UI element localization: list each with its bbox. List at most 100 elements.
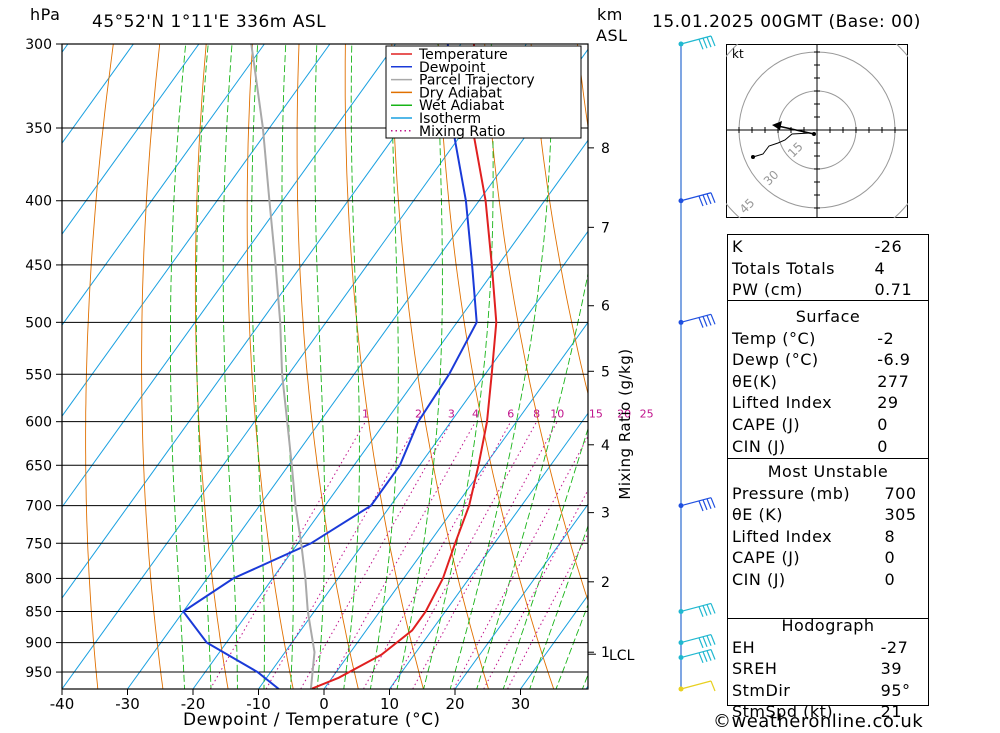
km-tick-label: 8 bbox=[601, 141, 610, 157]
pressure-tick-label: 650 bbox=[25, 458, 52, 474]
wet-adiabat-line bbox=[555, 603, 588, 689]
pressure-tick-label: 950 bbox=[25, 665, 52, 681]
km-tick-label: 2 bbox=[601, 575, 610, 591]
isotherm-line bbox=[652, 44, 721, 689]
isotherm-line bbox=[717, 44, 720, 689]
copyright-link[interactable]: ©weatheronline.co.uk bbox=[713, 711, 924, 732]
lcl-label: LCL bbox=[609, 648, 635, 664]
wind-barb-shaft bbox=[680, 634, 712, 644]
isotherm-line bbox=[454, 503, 588, 689]
isotherm-line bbox=[127, 48, 588, 689]
wind-barb-shaft bbox=[680, 35, 712, 45]
surface-title: Surface bbox=[795, 307, 861, 326]
wind-barb-shaft bbox=[680, 648, 712, 659]
wet-adiabat-line bbox=[449, 44, 553, 689]
eh-row: EH -27 bbox=[732, 637, 909, 657]
wind-barb-flag bbox=[702, 605, 708, 616]
hodograph-params-box: Hodograph EH -27 SREH 39 StmDir 95° StmSpd … bbox=[727, 616, 929, 721]
km-tick-label: 3 bbox=[601, 506, 610, 522]
mixing-ratio-line bbox=[325, 421, 476, 689]
isotherm-line bbox=[258, 230, 588, 689]
dry-adiabat-line bbox=[85, 44, 114, 689]
pressure-tick-label: 900 bbox=[25, 636, 52, 652]
wind-barb bbox=[680, 648, 716, 664]
mixing-ratio-label: 15 bbox=[589, 408, 603, 421]
wind-barb-flag bbox=[698, 652, 704, 664]
k-index-row: K -26 bbox=[732, 237, 903, 256]
legend-entry: Mixing Ratio bbox=[419, 124, 505, 140]
wind-barb bbox=[680, 680, 716, 692]
dry-adiabat-line bbox=[577, 44, 588, 130]
mixing-ratio-axis-title: Mixing Ratio (g/kg) bbox=[616, 348, 634, 500]
legend-entry: Isotherm bbox=[419, 111, 481, 127]
legend-entry: Wet Adiabat bbox=[419, 98, 505, 114]
wind-barb-flag bbox=[710, 603, 716, 614]
wind-barb-flag bbox=[698, 606, 704, 617]
isotherm-line bbox=[0, 44, 2, 689]
pressure-tick-label: 300 bbox=[25, 37, 52, 53]
wet-adiabat-line bbox=[281, 44, 294, 689]
wind-barb-flag bbox=[706, 635, 712, 646]
pressure-tick-label: 700 bbox=[25, 499, 52, 515]
temp-tick-label: 0 bbox=[319, 695, 329, 713]
legend-entry: Dewpoint bbox=[419, 60, 486, 76]
wet-adiabat-line bbox=[343, 44, 360, 689]
dry-adiabat-line bbox=[717, 44, 720, 689]
km-tick-label: 5 bbox=[601, 364, 610, 380]
mixing-ratio-label: 3 bbox=[448, 408, 455, 421]
dry-adiabat-line bbox=[530, 44, 588, 396]
temp-tick-label: 20 bbox=[445, 695, 464, 713]
pw-row: PW (cm) 0.71 bbox=[732, 280, 913, 300]
sreh-row: SREH 39 bbox=[732, 659, 902, 679]
wet-adiabat-line bbox=[314, 44, 326, 689]
isotherm-line bbox=[62, 44, 527, 689]
storm-motion-arrowhead bbox=[772, 121, 782, 130]
mu-cape-row: CAPE (J) 0 bbox=[732, 548, 896, 568]
wind-barb-flag bbox=[702, 194, 708, 206]
wind-barb-flag bbox=[698, 195, 704, 207]
mixing-ratio-line bbox=[453, 435, 588, 689]
isotherm-line bbox=[62, 44, 265, 326]
legend-entry: Parcel Trajectory bbox=[419, 73, 535, 89]
wind-barb bbox=[680, 35, 716, 50]
mixing-ratio-label: 25 bbox=[640, 408, 654, 421]
wind-barb-flag bbox=[702, 636, 708, 648]
indices-box: K -26 Totals Totals 4 PW (cm) 0.71 bbox=[727, 234, 929, 302]
legend-entry: Dry Adiabat bbox=[419, 85, 502, 101]
asl-label: ASL bbox=[596, 26, 628, 45]
hodograph-params-title: Hodograph bbox=[781, 616, 875, 635]
dry-adiabat-line bbox=[437, 44, 555, 689]
wind-barb-flag bbox=[698, 500, 704, 512]
wind-barb-flag bbox=[702, 499, 708, 511]
skewt-chart: 1 2 3 4 6 8 10 15 20 25 3003504004505005506006507… bbox=[0, 35, 721, 713]
wind-barb-flag bbox=[702, 316, 708, 327]
wet-adiabat-line bbox=[222, 44, 238, 689]
mixing-ratio-label: 8 bbox=[533, 408, 540, 421]
legend-box bbox=[385, 45, 582, 139]
mixing-ratio-line bbox=[483, 489, 588, 689]
isotherm-line bbox=[389, 412, 588, 689]
surface-temp-row: Temp (°C) -2 bbox=[732, 328, 895, 348]
dry-adiabat-line bbox=[141, 44, 164, 689]
mixing-ratio-line bbox=[390, 421, 538, 689]
most-unstable-title: Most Unstable bbox=[767, 462, 889, 481]
wet-adiabat-line bbox=[369, 44, 399, 689]
wind-barb-flag bbox=[698, 637, 704, 649]
surface-dewp-row: Dewp (°C) -6.9 bbox=[732, 350, 911, 370]
isotherm-line bbox=[192, 139, 588, 689]
surface-cin-row: CIN (J) 0 bbox=[732, 436, 888, 456]
temp-tick-label: -40 bbox=[50, 695, 75, 713]
mixing-ratio-line bbox=[209, 421, 366, 689]
location-label: 45°52'N 1°11'E 336m ASL bbox=[92, 12, 327, 32]
mixing-ratio-label: 1 bbox=[362, 408, 369, 421]
mixing-ratio-label: 6 bbox=[507, 408, 514, 421]
datetime-label: 15.01.2025 00GMT (Base: 00) bbox=[652, 12, 921, 32]
dry-adiabat-line bbox=[344, 44, 424, 689]
surface-li-row: Lifted Index 29 bbox=[732, 393, 899, 413]
isotherm-line bbox=[323, 321, 588, 689]
pressure-unit-label: hPa bbox=[30, 5, 61, 24]
km-tick-label: 4 bbox=[601, 438, 610, 454]
hodo-start-dot bbox=[751, 155, 755, 159]
